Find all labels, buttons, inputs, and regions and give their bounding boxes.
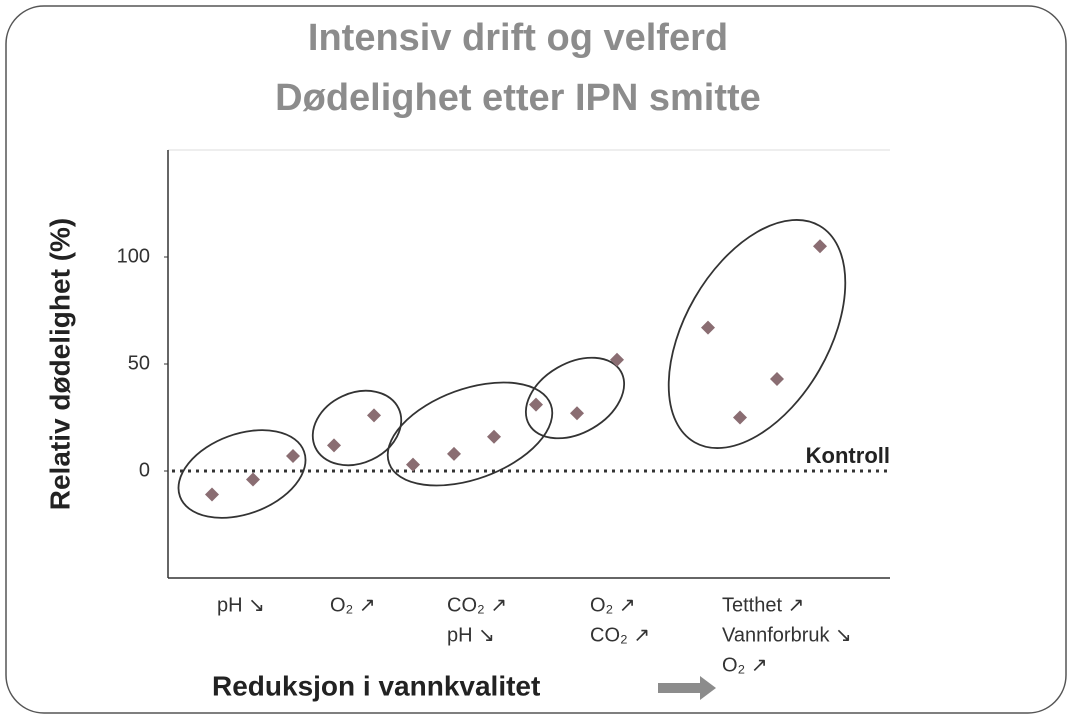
y-axis-label: Relativ dødelighet (%) [44,218,75,510]
x-axis-label: Reduksjon i vannkvalitet [212,670,540,701]
data-point [367,408,381,423]
reference-label: Kontroll [806,443,890,468]
x-group-label: pH ↘ [217,594,265,616]
data-point [701,320,715,335]
title-line: Dødelighet etter IPN smitte [275,77,761,119]
x-group-label: pH ↘ [447,624,495,646]
data-point [447,446,461,461]
data-point [205,487,219,502]
x-group-label: O₂ ↗ [330,594,376,616]
y-tick-label: 0 [139,459,150,481]
title-line: Intensiv drift og velferd [308,17,728,59]
groups [177,219,847,519]
x-group-label: O₂ ↗ [722,654,768,676]
data-point [529,397,543,412]
x-group-label: CO₂ ↗ [590,624,650,646]
y-tick-label: 50 [128,352,150,374]
y-tick-label: 100 [117,245,150,267]
group-ellipse [667,219,847,449]
data-point [570,406,584,421]
slide-frame [5,5,1067,714]
x-group-label: Tetthet ↗ [722,594,804,616]
x-group-label: CO₂ ↗ [447,594,507,616]
group-ellipse [177,429,307,519]
data-point [327,438,341,453]
data-point [406,457,420,472]
data-point [733,410,747,425]
data-point [487,429,501,444]
x-group-label: O₂ ↗ [590,594,636,616]
x-group-label: Vannforbruk ↘ [722,624,852,646]
data-point [286,449,300,464]
group-ellipse [311,389,403,467]
group-ellipse [524,356,626,440]
group-ellipse [386,381,554,487]
direction-arrow [658,676,716,700]
data-point [813,239,827,254]
data-point [246,472,260,487]
data-point [610,352,624,367]
data-point [770,371,784,386]
